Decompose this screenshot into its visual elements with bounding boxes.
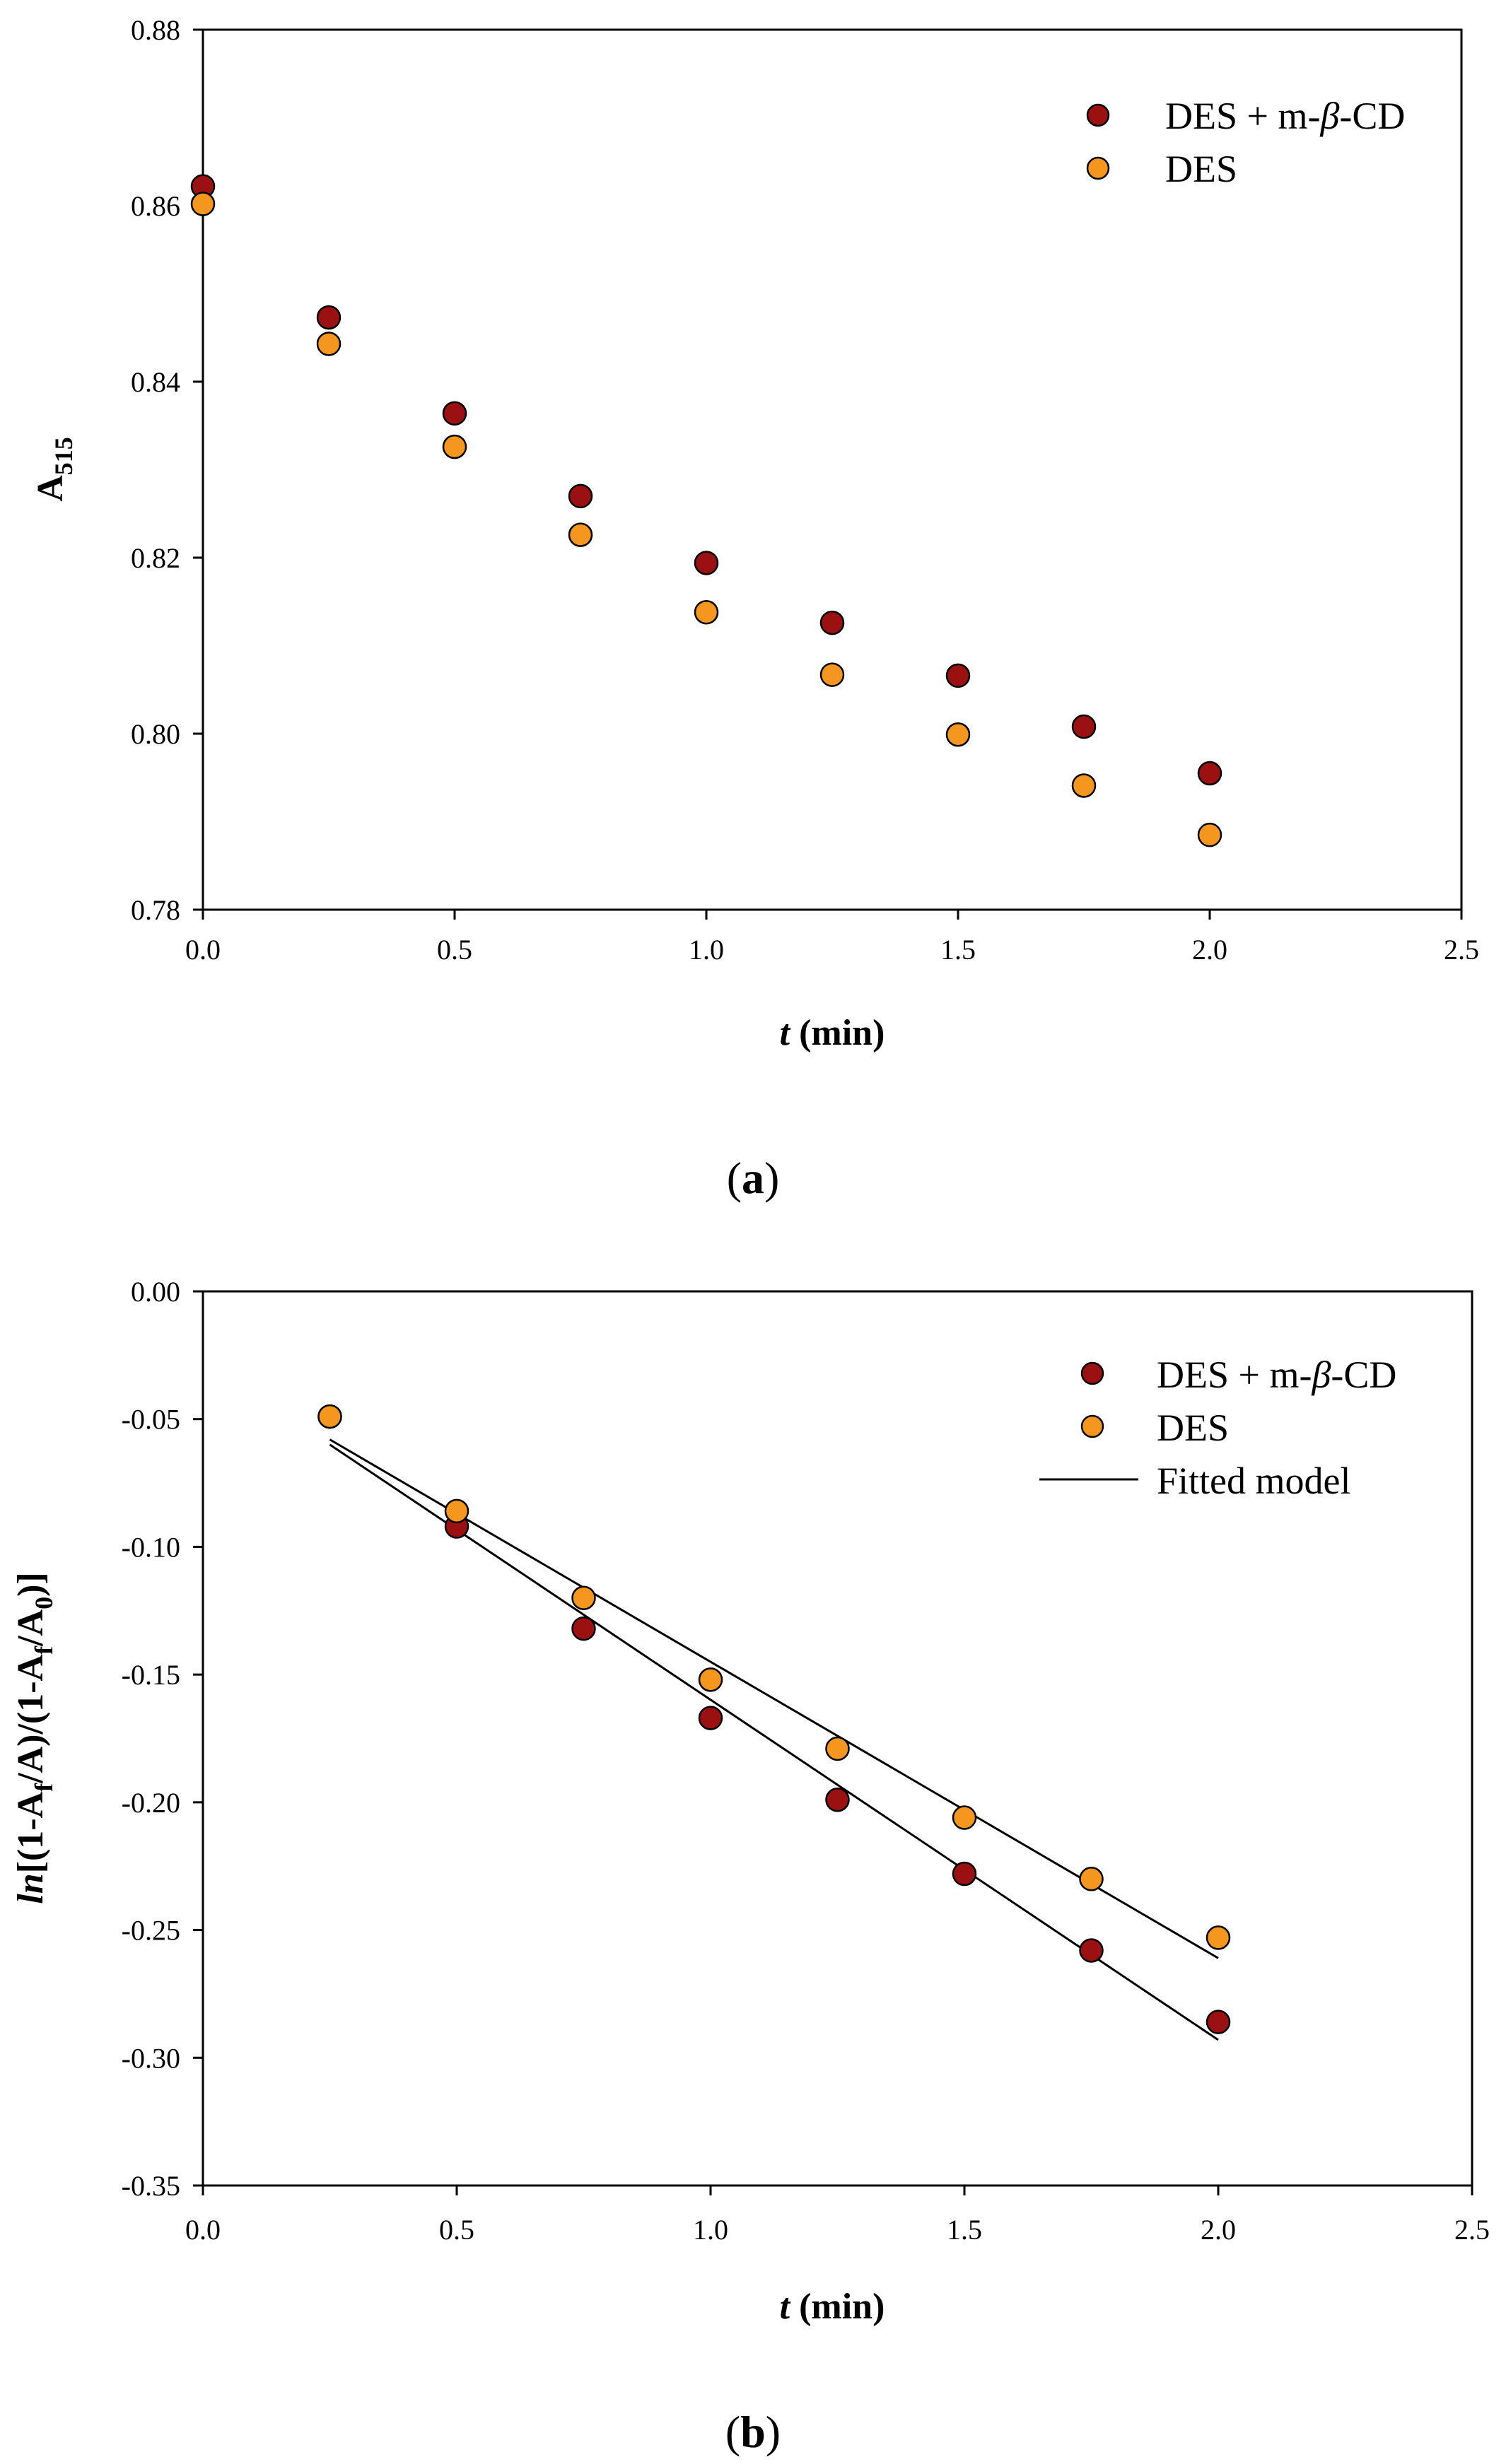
chart-a: 0.0 0.5 1.0 1.5 2.0 2.5 0.780.800.820.840.860…: [30, 14, 1479, 1203]
point-b-s0-4: [825, 1787, 850, 1812]
legend-label-orange-b: DES: [1157, 1407, 1229, 1449]
point-b-s0-2: [571, 1616, 596, 1641]
point-a-s0-6: [945, 663, 971, 688]
legend-marker-dark-a: [1086, 103, 1110, 127]
legend-label-orange-a: DES: [1165, 148, 1237, 190]
x-tick-label-b-4: 2.0: [1201, 2214, 1236, 2246]
x-tick-label-b-0: 0.0: [185, 2214, 221, 2246]
y-tick-label-b-1: -0.30: [122, 2042, 180, 2074]
x-tick-label-a-1: 0.5: [437, 934, 472, 966]
y-tick-label-b-3: -0.20: [122, 1787, 180, 1819]
point-a-s0-7: [1071, 714, 1097, 739]
series-b: [317, 1404, 1231, 2034]
y-tick-label-a-3: 0.84: [131, 366, 180, 398]
caption-a: (a): [727, 1153, 780, 1203]
y-ticks-b: -0.35 -0.30 -0.25 -0.20 -0.15 -0.10 -0.05 0.00: [122, 1276, 203, 2202]
point-b-s1-0: [317, 1404, 342, 1429]
legend-marker-orange-b: [1080, 1414, 1104, 1438]
point-a-s1-1: [316, 332, 342, 356]
y-axis-title-a: A515: [30, 437, 78, 502]
y-tick-label-a-5: 0.88: [131, 14, 180, 46]
legend-marker-orange-a: [1086, 156, 1110, 180]
y-ticks-a: 0.78 0.80 0.82 0.84 0.86 0.88: [131, 14, 203, 926]
point-a-s0-3: [568, 483, 593, 509]
point-a-s1-3: [568, 522, 593, 547]
legend-b: DES + m-β-CD DES Fitted model: [1039, 1354, 1396, 1502]
x-tick-label-a-2: 1.0: [689, 934, 724, 966]
point-a-s1-5: [819, 662, 845, 687]
x-tick-label-b-2: 1.0: [693, 2214, 728, 2246]
point-a-s1-7: [1071, 773, 1097, 798]
point-a-s0-5: [819, 610, 845, 635]
fit-line-b-1: [329, 1438, 1219, 1959]
y-tick-label-a-4: 0.86: [131, 190, 180, 222]
x-tick-label-b-5: 2.5: [1454, 2214, 1490, 2246]
point-b-s1-4: [825, 1736, 850, 1761]
x-axis-title-b: t (min): [780, 2287, 885, 2327]
point-a-s0-2: [442, 401, 467, 426]
x-tick-label-a-0: 0.0: [185, 934, 221, 966]
point-a-s0-1: [316, 305, 342, 330]
y-tick-label-b-2: -0.25: [122, 1915, 180, 1947]
point-b-s1-7: [1206, 1925, 1231, 1950]
point-b-s0-5: [952, 1861, 977, 1887]
plot-frame-b: [202, 1290, 1473, 2187]
x-tick-label-b-1: 0.5: [439, 2214, 474, 2246]
y-tick-label-b-6: -0.05: [122, 1404, 180, 1436]
point-b-s0-6: [1079, 1938, 1104, 1963]
x-tick-label-a-4: 2.0: [1192, 934, 1227, 966]
legend-a: DES + m-β-CD DES: [1086, 95, 1405, 190]
point-a-s0-8: [1197, 761, 1222, 786]
y-tick-label-b-4: -0.15: [122, 1659, 180, 1691]
point-b-s1-1: [444, 1498, 469, 1524]
plot-frame-a: [202, 28, 1463, 911]
caption-b: (b): [725, 2407, 781, 2457]
point-a-s0-4: [694, 551, 719, 575]
legend-label-dark-a: DES + m-β-CD: [1165, 95, 1405, 137]
point-b-s1-3: [698, 1667, 723, 1692]
point-a-s1-0: [190, 192, 216, 216]
y-tick-label-b-7: 0.00: [131, 1276, 180, 1308]
series-a: [190, 174, 1222, 847]
point-a-s1-6: [945, 722, 971, 747]
y-tick-label-a-1: 0.80: [131, 718, 180, 750]
legend-marker-dark-b: [1080, 1361, 1104, 1385]
fit-line-b-0: [329, 1443, 1219, 2041]
x-ticks-b: 0.0 0.5 1.0 1.5 2.0 2.5: [185, 2186, 1490, 2246]
point-b-s0-7: [1206, 2010, 1231, 2034]
x-ticks-a: 0.0 0.5 1.0 1.5 2.0 2.5: [185, 910, 1479, 966]
legend-label-dark-b: DES + m-β-CD: [1157, 1354, 1396, 1396]
x-axis-title-a: t (min): [780, 1013, 885, 1053]
point-a-s1-4: [694, 599, 719, 625]
x-tick-label-a-3: 1.5: [940, 934, 976, 966]
point-a-s1-8: [1197, 822, 1222, 847]
point-b-s1-2: [571, 1585, 596, 1610]
fitted-lines-b: [329, 1438, 1219, 2041]
x-tick-label-a-5: 2.5: [1444, 934, 1479, 966]
y-tick-label-a-0: 0.78: [131, 894, 180, 926]
point-b-s1-5: [952, 1805, 977, 1830]
point-b-s0-3: [698, 1706, 723, 1730]
legend-label-fit-b: Fitted model: [1157, 1460, 1350, 1502]
y-tick-label-b-5: -0.10: [122, 1531, 180, 1563]
y-tick-label-b-0: -0.35: [122, 2170, 180, 2202]
x-tick-label-b-3: 1.5: [947, 2214, 982, 2246]
y-axis-title-b: ln[(1-Af/A)/(1-Af/A0)]: [11, 1572, 58, 1903]
point-a-s1-2: [442, 434, 467, 459]
y-tick-label-a-2: 0.82: [131, 542, 180, 574]
chart-b: 0.0 0.5 1.0 1.5 2.0 2.5 -0.35-0.30-0.25-0.20-…: [11, 1276, 1490, 2457]
point-b-s1-6: [1079, 1867, 1104, 1891]
